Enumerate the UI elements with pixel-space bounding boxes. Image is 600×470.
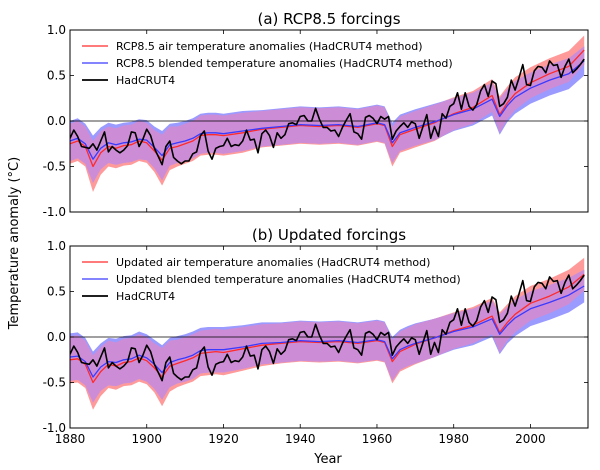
- band-overlap: [70, 46, 585, 183]
- series-line-blended: [70, 285, 585, 378]
- y-tick-label: -0.5: [43, 160, 66, 174]
- band-overlap: [70, 269, 585, 403]
- series-line-blended: [70, 60, 585, 160]
- series-line-hadcrut4: [70, 58, 585, 166]
- x-tick-label: 1920: [208, 432, 239, 446]
- y-tick-label: 0.0: [47, 114, 66, 128]
- y-tick-label: -1.0: [43, 205, 66, 219]
- x-tick-label: 1880: [55, 432, 86, 446]
- plot-area: [70, 257, 588, 410]
- legend-label: RCP8.5 blended temperature anomalies (Ha…: [116, 57, 453, 70]
- chart-panel-0: 1.0 0.5 0.0 -0.5 -1.0 (a) RCP8.5 forcings RCP8…: [43, 10, 589, 219]
- plot-area: [70, 35, 588, 192]
- legend-label: Updated air temperature anomalies (HadCR…: [116, 256, 430, 269]
- y-tick-label: 0.0: [47, 330, 66, 344]
- y-tick-label: 0.5: [47, 285, 66, 299]
- x-tick-label: 1900: [131, 432, 162, 446]
- x-tick-label: 1980: [438, 432, 469, 446]
- series-line-air: [70, 49, 585, 168]
- chart-title: (a) RCP8.5 forcings: [257, 10, 400, 28]
- legend-label: HadCRUT4: [116, 290, 175, 303]
- chart-title: (b) Updated forcings: [252, 226, 406, 244]
- x-tick-label: 2000: [515, 432, 546, 446]
- y-tick-label: 1.0: [47, 239, 66, 253]
- y-tick-label: 0.5: [47, 69, 66, 83]
- y-axis-label: Temperature anomaly (°C): [7, 157, 22, 330]
- legend-label: Updated blended temperature anomalies (H…: [116, 273, 461, 286]
- x-tick-label: 1960: [362, 432, 393, 446]
- x-axis-label: Year: [313, 452, 342, 467]
- x-tick-label: 1940: [285, 432, 316, 446]
- y-tick-label: -1.0: [43, 421, 66, 435]
- legend-label: HadCRUT4: [116, 74, 175, 87]
- y-tick-label: -0.5: [43, 376, 66, 390]
- y-tick-label: 1.0: [47, 23, 66, 37]
- legend-label: RCP8.5 air temperature anomalies (HadCRU…: [116, 40, 423, 53]
- series-line-hadcrut4: [70, 274, 585, 382]
